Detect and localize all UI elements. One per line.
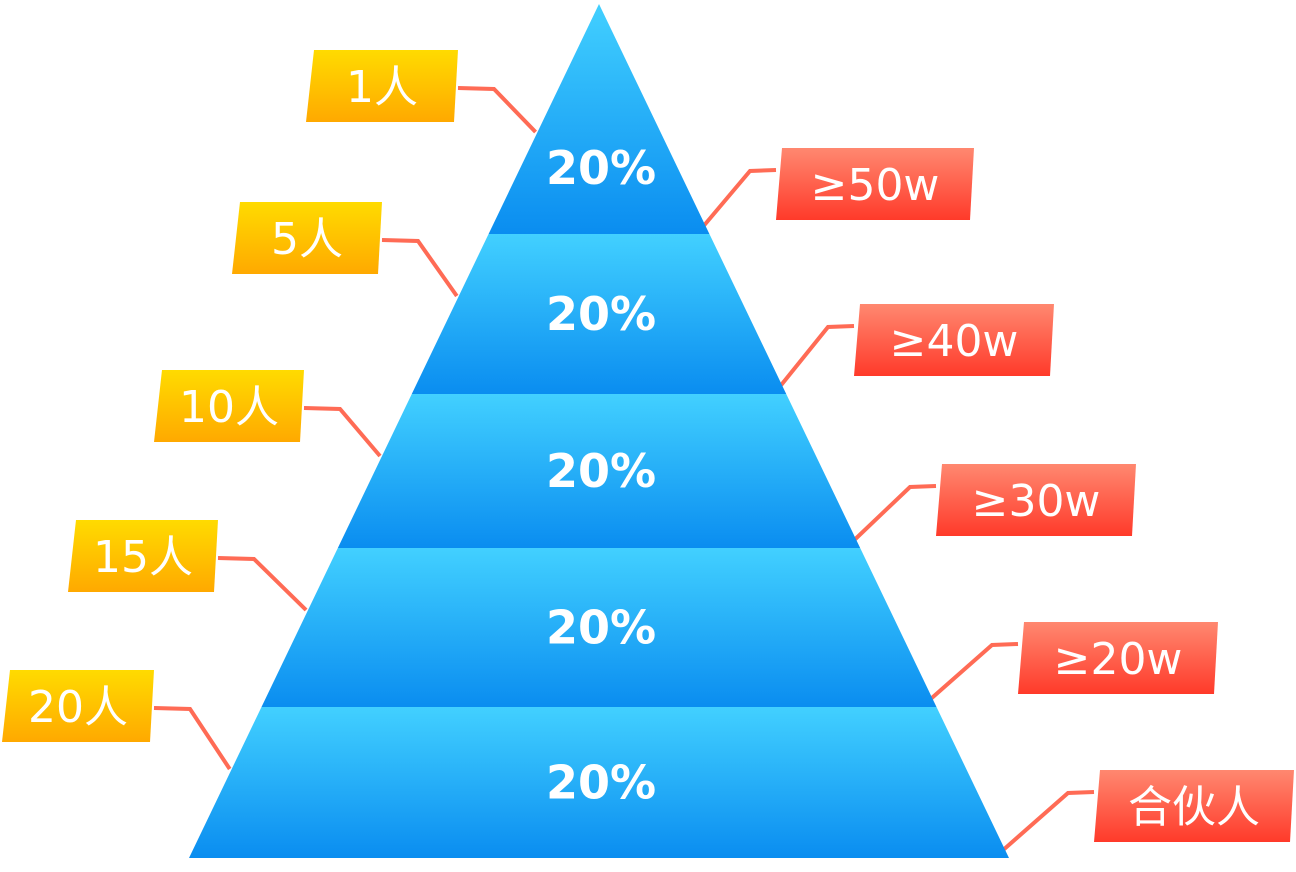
threshold-connector-5 <box>1001 790 1095 852</box>
people-tag-1: 1人 <box>306 50 458 122</box>
threshold-connector-2 <box>778 324 855 388</box>
people-tag-4: 15人 <box>68 520 218 592</box>
people-connector-1 <box>457 86 537 134</box>
threshold-tag-5: 合伙人 <box>1094 770 1294 842</box>
threshold-tag-3: ≥30w <box>936 464 1136 536</box>
tier-percent-2: 20% <box>546 287 656 341</box>
threshold-tag-shape <box>1094 770 1294 842</box>
threshold-tag-shape <box>1018 622 1218 694</box>
threshold-tag-1: ≥50w <box>776 148 974 220</box>
threshold-tag-4: ≥20w <box>1018 622 1218 694</box>
threshold-connector-1 <box>702 168 777 228</box>
people-tag-shape <box>2 670 154 742</box>
people-tag-shape <box>232 202 382 274</box>
people-count: 10人 <box>179 382 279 433</box>
people-tag-shape <box>154 370 304 442</box>
threshold-tag-2: ≥40w <box>854 304 1054 376</box>
people-tags: 1人 5人 10人 15人 20人 <box>2 50 458 742</box>
people-count: 15人 <box>93 532 193 583</box>
threshold-tag-shape <box>854 304 1054 376</box>
tier-percent-3: 20% <box>546 444 656 498</box>
tier-percent-4: 20% <box>546 601 656 655</box>
pyramid-tier-2 <box>411 234 787 394</box>
people-tag-shape <box>68 520 218 592</box>
people-connector-5 <box>153 706 232 771</box>
people-tag-3: 10人 <box>154 370 304 442</box>
pyramid-tier-4 <box>261 548 937 707</box>
pyramid-tier-1 <box>488 4 710 234</box>
threshold-connector-4 <box>929 642 1019 701</box>
tier-percent-5: 20% <box>546 756 656 810</box>
threshold-tag-shape <box>776 148 974 220</box>
pyramid-tiers: 20% 20% 20% 20% 20% <box>189 4 1009 858</box>
people-tag-5: 20人 <box>2 670 154 742</box>
threshold-value: ≥40w <box>890 316 1019 367</box>
people-count: 20人 <box>28 682 128 733</box>
people-connector-2 <box>381 238 459 298</box>
threshold-tag-shape <box>936 464 1136 536</box>
pyramid-tier-3 <box>337 394 861 548</box>
threshold-value: 合伙人 <box>1128 782 1260 833</box>
threshold-value: ≥30w <box>972 476 1101 527</box>
threshold-tags: ≥50w ≥40w ≥30w ≥20w 合伙人 <box>776 148 1294 842</box>
threshold-value: ≥20w <box>1054 634 1183 685</box>
people-count: 5人 <box>271 214 343 265</box>
people-tag-shape <box>306 50 458 122</box>
people-connector-4 <box>217 556 308 612</box>
connector-lines <box>153 86 1095 852</box>
threshold-value: ≥50w <box>811 160 940 211</box>
people-tag-2: 5人 <box>232 202 382 274</box>
people-count: 1人 <box>346 62 418 113</box>
people-connector-3 <box>303 406 382 458</box>
pyramid-tier-5 <box>189 707 1009 858</box>
threshold-connector-3 <box>852 484 937 542</box>
tier-percent-1: 20% <box>546 141 656 195</box>
